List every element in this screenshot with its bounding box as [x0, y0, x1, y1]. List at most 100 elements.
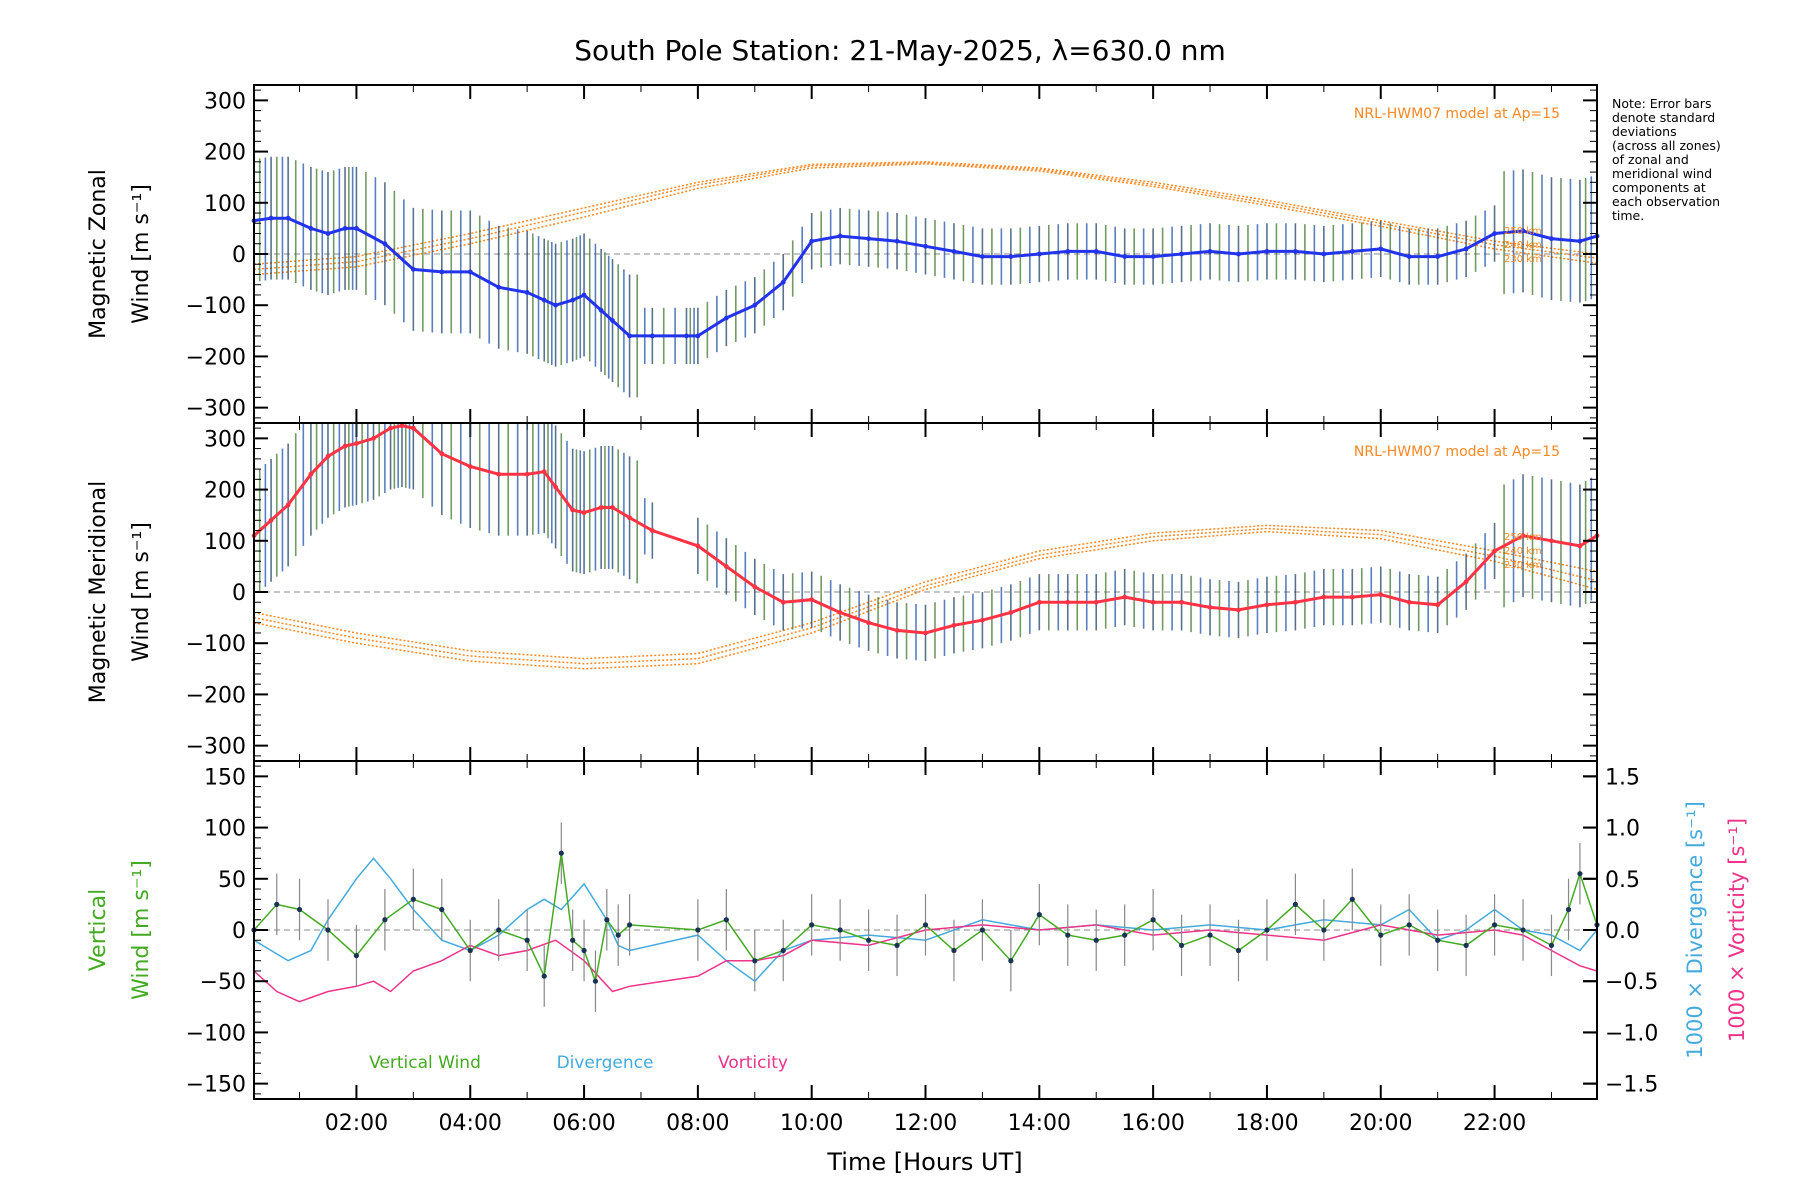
model-curve [253, 527, 1598, 665]
meridional-model-label: NRL-HWM07 model at Ap=15 [1354, 444, 1560, 460]
vertical-wind-point [496, 927, 502, 933]
vertical-wind-point [439, 906, 445, 913]
wind-point [1008, 254, 1014, 259]
altitude-label: 250 km [1504, 226, 1542, 237]
wind-point [467, 269, 473, 275]
wind-point [1292, 599, 1298, 605]
wind-point [837, 610, 843, 615]
wind-point [524, 471, 530, 477]
wind-point [371, 435, 376, 441]
wind-point [1492, 548, 1497, 554]
vertical-wind-point [558, 850, 564, 856]
zonal-model-label: NRL-HWM07 model at Ap=15 [1354, 106, 1560, 122]
meridional-yticks: −300 −200 −100 0 100 200 300 [186, 427, 1597, 760]
note-line: of zonal and [1612, 152, 1689, 167]
x-tick-label: 10:00 [780, 1111, 843, 1136]
wind-point [439, 269, 445, 275]
y-tick-label: −200 [186, 345, 246, 370]
wind-point [1577, 543, 1583, 549]
wind-point [1036, 251, 1042, 257]
vertical-wind-point [524, 937, 530, 943]
wind-point [342, 225, 348, 231]
wind-point [1463, 579, 1469, 585]
zonal-ylabel-line2: Wind [m s⁻¹] [129, 184, 154, 324]
wind-point [570, 507, 576, 513]
y-tick-label: 100 [204, 530, 246, 555]
wind-point [1321, 251, 1327, 257]
vertical-wind-point [1378, 932, 1384, 938]
x-tick-label: 14:00 [1008, 1111, 1071, 1136]
chart-title: South Pole Station: 21-May-2025, λ=630.0… [574, 34, 1225, 67]
y-tick-label: 200 [204, 141, 246, 166]
wind-point [410, 266, 416, 272]
divergence-ylabel: 1000 × Divergence [s⁻¹] [1683, 801, 1707, 1059]
vertical-wind-point [382, 917, 388, 923]
x-tick-label: 16:00 [1121, 1111, 1184, 1136]
vertical-wind-point [1264, 927, 1270, 933]
altitude-label: 240 km [1504, 546, 1542, 557]
y-tick-label: −300 [186, 397, 246, 422]
wind-point [1520, 228, 1526, 234]
vertical-wind-point [837, 927, 843, 933]
note-text: Note: Error bars denote standard deviati… [1612, 96, 1721, 223]
x-axis: 02:00 04:00 06:00 08:00 10:00 12:00 14:00 16:00… [325, 1111, 1527, 1136]
wind-point [581, 292, 587, 298]
vertical-wind-point [325, 927, 331, 933]
x-tick-label: 08:00 [666, 1111, 729, 1136]
wind-point [598, 505, 604, 510]
wind-point [285, 502, 291, 508]
y-tick-label: 150 [204, 765, 246, 790]
wind-point [598, 307, 604, 313]
x-tick-label: 04:00 [439, 1111, 502, 1136]
wind-point [1008, 610, 1014, 615]
wind-point [1378, 592, 1384, 597]
vertical-wind-point [1036, 912, 1042, 918]
model-curve [253, 161, 1598, 265]
wind-point [1549, 538, 1554, 544]
wind-point [325, 231, 331, 236]
vertical-wind-point [951, 947, 957, 954]
wind-point [342, 443, 348, 449]
wind-point [1435, 602, 1441, 608]
wind-point [627, 333, 632, 339]
y-tick-label: 100 [204, 817, 246, 842]
wind-point [649, 528, 655, 533]
meridional-model-curves [253, 524, 1598, 670]
wind-point [627, 515, 632, 521]
meridional-series [251, 423, 1600, 662]
model-curve [253, 530, 1598, 670]
wind-point [382, 241, 388, 247]
vertical-right-yticks: −1.5 −1.0 −0.5 0.0 0.5 1.0 1.5 [1583, 765, 1658, 1098]
y-tick-label: −150 [186, 1073, 246, 1098]
wind-point [1236, 607, 1241, 613]
wind-point [894, 628, 900, 633]
vertical-wind-point [1548, 942, 1555, 948]
vorticity-ylabel: 1000 × Vorticity [s⁻¹] [1725, 818, 1749, 1042]
y-tick-label: −100 [186, 1021, 246, 1046]
wind-point [553, 484, 559, 490]
wind-point [1036, 599, 1042, 605]
zonal-altitude-labels: 250 km 240 km 230 km [1504, 226, 1542, 265]
wind-point [610, 505, 615, 510]
vertical-wind-point [1349, 896, 1355, 902]
right-y-tick-label: −1.0 [1605, 1021, 1658, 1046]
x-tick-label: 20:00 [1349, 1111, 1412, 1136]
wind-point [1093, 249, 1099, 254]
vertical-ylabel-line2: Wind [m s⁻¹] [129, 860, 154, 1000]
legend-vorticity: Vorticity [718, 1053, 788, 1073]
zonal-ylabel-line1: Magnetic Zonal [86, 169, 111, 339]
vertical-wind-point [894, 942, 900, 948]
vertical-wind-point [1463, 942, 1469, 948]
y-tick-label: 0 [232, 919, 246, 944]
wind-point [1577, 238, 1583, 244]
wind-point [752, 302, 758, 308]
wind-point [399, 423, 405, 428]
wind-point [894, 238, 900, 244]
wind-point [410, 425, 416, 431]
vertical-wind-point [274, 901, 280, 907]
wind-point [496, 284, 502, 290]
wind-point [1264, 602, 1270, 608]
wind-point [923, 630, 928, 636]
right-y-tick-label: −0.5 [1605, 970, 1658, 995]
wind-point [837, 233, 843, 239]
